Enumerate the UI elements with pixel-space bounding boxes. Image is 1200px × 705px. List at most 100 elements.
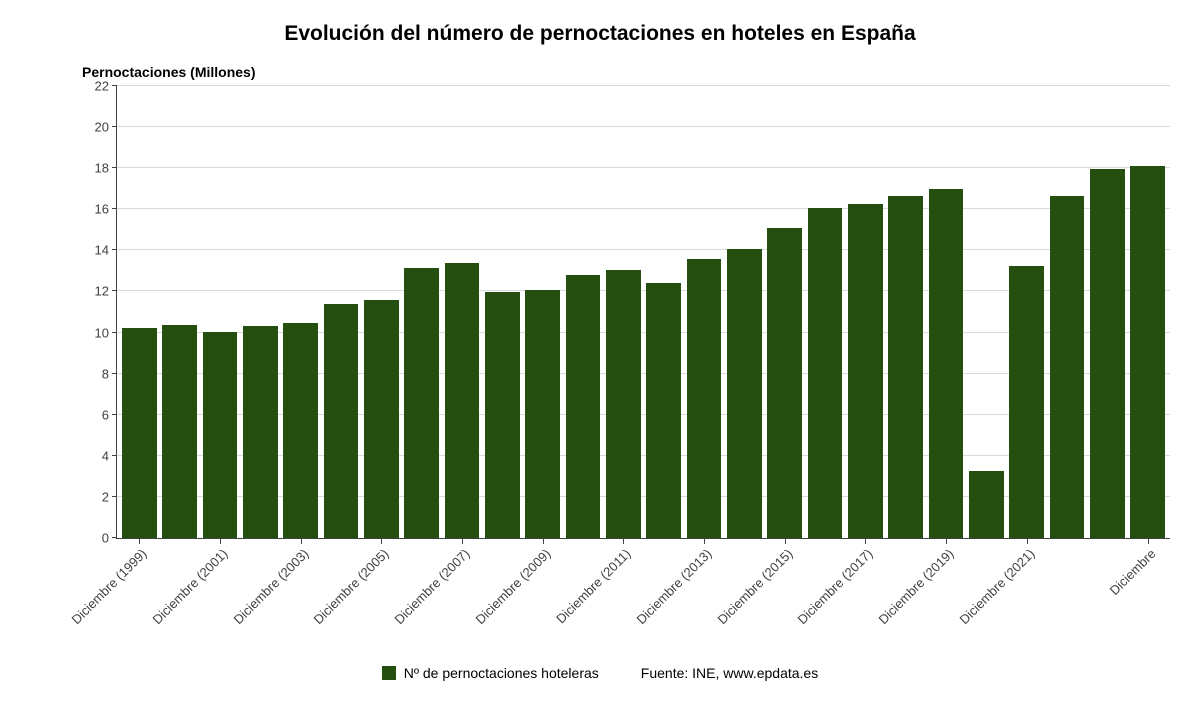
bar <box>848 204 883 538</box>
bar-slot <box>563 86 603 538</box>
bar-slot <box>724 86 764 538</box>
x-tick-label: Diciembre (2007) <box>391 546 472 627</box>
x-tick-label: Diciembre (2021) <box>956 546 1037 627</box>
y-tick-label: 16 <box>95 202 109 217</box>
x-tick-mark <box>543 538 544 544</box>
bar <box>364 300 399 538</box>
bar-slot: Diciembre (2015) <box>765 86 805 538</box>
x-tick-label: Diciembre (2011) <box>553 546 633 626</box>
bar <box>1130 166 1165 538</box>
bar-slot: Diciembre <box>1128 86 1168 538</box>
x-tick-label: Diciembre (1999) <box>69 546 150 627</box>
x-tick-mark <box>946 538 947 544</box>
y-tick-label: 2 <box>102 489 109 504</box>
x-tick-label: Diciembre (2009) <box>472 546 553 627</box>
y-tick-label: 22 <box>95 79 109 94</box>
bar <box>969 471 1004 538</box>
x-tick-mark <box>865 538 866 544</box>
bar <box>485 292 520 538</box>
bar-slot <box>482 86 522 538</box>
y-tick-label: 0 <box>102 531 109 546</box>
legend-source-link[interactable]: www.epdata.es <box>723 665 818 681</box>
bar-slot <box>401 86 441 538</box>
x-tick-mark <box>220 538 221 544</box>
bar-slot <box>240 86 280 538</box>
x-tick-mark <box>462 538 463 544</box>
y-tick-label: 20 <box>95 120 109 135</box>
bar-slot: Diciembre (2003) <box>280 86 320 538</box>
bar <box>404 268 439 538</box>
bar-slot: Diciembre (2017) <box>845 86 885 538</box>
bar <box>243 326 278 538</box>
bar <box>566 275 601 538</box>
bar-slot: Diciembre (2019) <box>926 86 966 538</box>
bar-slot <box>159 86 199 538</box>
x-tick-label: Diciembre (2017) <box>795 546 876 627</box>
bar <box>162 325 197 538</box>
legend-source-prefix: Fuente: INE, <box>641 665 723 681</box>
bar <box>929 189 964 538</box>
y-tick-label: 18 <box>95 161 109 176</box>
bar <box>203 332 238 538</box>
y-tick-label: 8 <box>102 366 109 381</box>
x-tick-mark <box>785 538 786 544</box>
bar-slot <box>1047 86 1087 538</box>
y-tick-label: 12 <box>95 284 109 299</box>
bar-slot: Diciembre (2021) <box>1007 86 1047 538</box>
x-tick-mark <box>381 538 382 544</box>
y-tick-label: 4 <box>102 448 109 463</box>
bar <box>1090 169 1125 538</box>
legend-swatch <box>382 666 396 680</box>
bar <box>646 283 681 538</box>
x-tick-label: Diciembre (2001) <box>149 546 230 627</box>
bar <box>727 249 762 538</box>
bars-group: Diciembre (1999) Diciembre (2001) Diciembr… <box>117 86 1170 538</box>
x-tick-label: Diciembre <box>1106 546 1158 598</box>
bar-slot <box>966 86 1006 538</box>
x-tick-label: Diciembre (2005) <box>311 546 392 627</box>
bar-slot: Diciembre (1999) <box>119 86 159 538</box>
bar <box>808 208 843 538</box>
legend: Nº de pernoctaciones hoteleras Fuente: I… <box>0 659 1200 705</box>
x-tick-label: Diciembre (2015) <box>714 546 795 627</box>
chart-container: Evolución del número de pernoctaciones e… <box>0 0 1200 705</box>
legend-source: Fuente: INE, www.epdata.es <box>641 665 818 681</box>
bar-slot <box>805 86 845 538</box>
bar <box>324 304 359 538</box>
bar-slot: Diciembre (2007) <box>442 86 482 538</box>
plot-wrap: Diciembre (1999)Diciembre (2001)Diciembr… <box>82 86 1170 659</box>
y-tick-label: 14 <box>95 243 109 258</box>
legend-item-series: Nº de pernoctaciones hoteleras <box>382 665 599 681</box>
y-axis-title: Pernoctaciones (Millones) <box>0 56 1200 80</box>
bar <box>888 196 923 538</box>
y-tick-label: 10 <box>95 325 109 340</box>
y-tick-label: 6 <box>102 407 109 422</box>
bar-slot: Diciembre (2013) <box>684 86 724 538</box>
bar <box>122 328 157 538</box>
bar-slot: Diciembre (2001) <box>200 86 240 538</box>
x-tick-mark <box>1027 538 1028 544</box>
bar-slot <box>886 86 926 538</box>
x-tick-mark <box>623 538 624 544</box>
x-tick-mark <box>139 538 140 544</box>
bar-slot: Diciembre (2011) <box>603 86 643 538</box>
bar-slot <box>321 86 361 538</box>
x-tick-label: Diciembre (2013) <box>633 546 714 627</box>
chart-title: Evolución del número de pernoctaciones e… <box>0 0 1200 56</box>
bar <box>283 323 318 538</box>
bar <box>445 263 480 538</box>
x-tick-mark <box>1148 538 1149 544</box>
bar <box>1009 266 1044 538</box>
bar <box>687 259 722 538</box>
bar <box>1050 196 1085 538</box>
x-tick-label: Diciembre (2019) <box>876 546 957 627</box>
x-tick-mark <box>301 538 302 544</box>
bar-slot: Diciembre (2009) <box>522 86 562 538</box>
bar-slot: Diciembre (2005) <box>361 86 401 538</box>
x-tick-label: Diciembre (2003) <box>230 546 311 627</box>
bar <box>767 228 802 538</box>
bar-slot <box>643 86 683 538</box>
bar <box>525 290 560 538</box>
bar <box>606 270 641 538</box>
x-tick-mark <box>704 538 705 544</box>
